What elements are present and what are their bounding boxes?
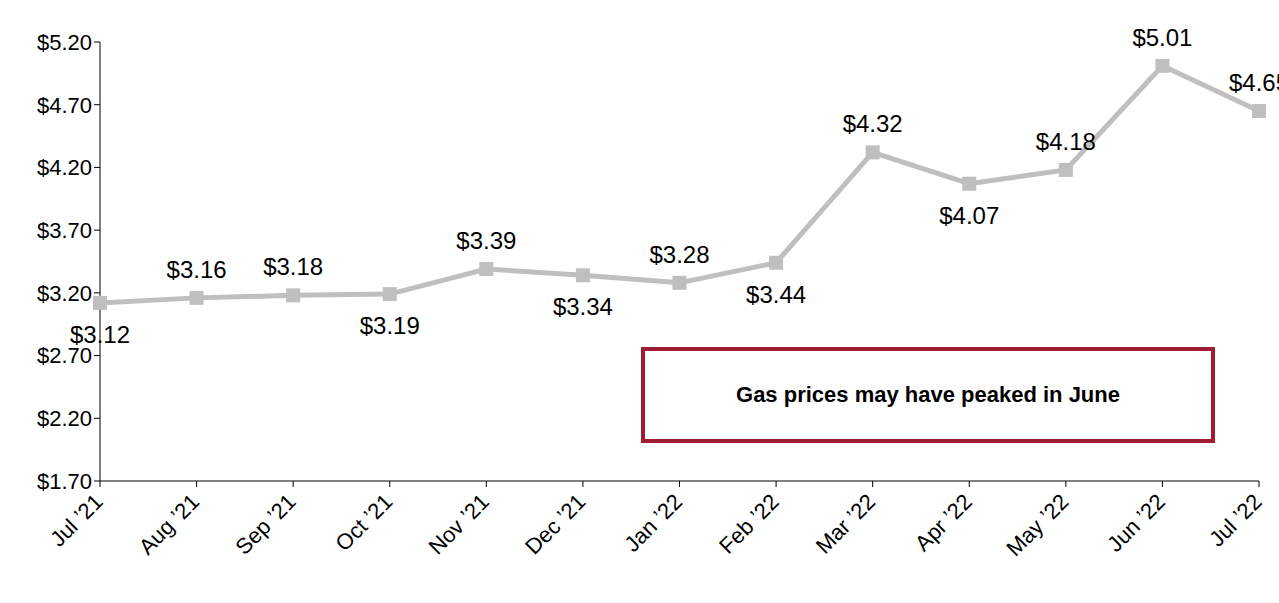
svg-text:Jun ’22: Jun ’22 <box>1102 489 1170 557</box>
svg-text:$2.70: $2.70 <box>36 343 92 369</box>
svg-text:$5.01: $5.01 <box>1132 24 1192 51</box>
svg-text:$4.70: $4.70 <box>37 93 92 118</box>
svg-text:Oct ’21: Oct ’21 <box>330 489 397 556</box>
svg-text:Aug ’21: Aug ’21 <box>134 489 204 559</box>
svg-text:$3.20: $3.20 <box>37 281 92 306</box>
svg-text:$3.28: $3.28 <box>649 241 709 268</box>
svg-text:$1.70: $1.70 <box>37 469 92 494</box>
svg-text:$3.16: $3.16 <box>167 256 227 283</box>
svg-text:$3.19: $3.19 <box>360 312 420 339</box>
svg-text:Jul ’22: Jul ’22 <box>1204 489 1267 552</box>
svg-text:May ’22: May ’22 <box>1001 489 1073 561</box>
svg-text:Nov ’21: Nov ’21 <box>424 489 494 559</box>
svg-text:$4.18: $4.18 <box>1036 128 1096 155</box>
svg-text:Sep ’21: Sep ’21 <box>230 489 300 559</box>
svg-text:$3.12: $3.12 <box>70 321 130 348</box>
svg-text:$3.39: $3.39 <box>456 227 516 254</box>
svg-text:$4.65: $4.65 <box>1229 69 1271 96</box>
html-text:Gas prices may have peaked in: Gas prices may have peaked in June <box>736 382 1120 407</box>
svg-text:$4.32: $4.32 <box>843 110 903 137</box>
svg-text:$5.20: $5.20 <box>37 30 92 55</box>
svg-text:Dec ’21: Dec ’21 <box>520 489 590 559</box>
svg-text:Jan ’22: Jan ’22 <box>619 489 687 557</box>
svg-text:Mar ’22: Mar ’22 <box>811 489 881 559</box>
svg-text:Feb ’22: Feb ’22 <box>714 489 784 559</box>
svg-text:$4.20: $4.20 <box>37 155 92 180</box>
svg-text:$2.20: $2.20 <box>37 406 92 431</box>
svg-text:Jul ’21: Jul ’21 <box>45 489 108 552</box>
svg-text:$3.44: $3.44 <box>746 281 806 308</box>
svg-text:Apr ’22: Apr ’22 <box>910 489 977 556</box>
svg-text:$3.34: $3.34 <box>553 293 613 320</box>
svg-text:$3.70: $3.70 <box>37 218 92 243</box>
svg-text:$4.07: $4.07 <box>939 202 999 229</box>
svg-text:$3.18: $3.18 <box>263 253 323 280</box>
